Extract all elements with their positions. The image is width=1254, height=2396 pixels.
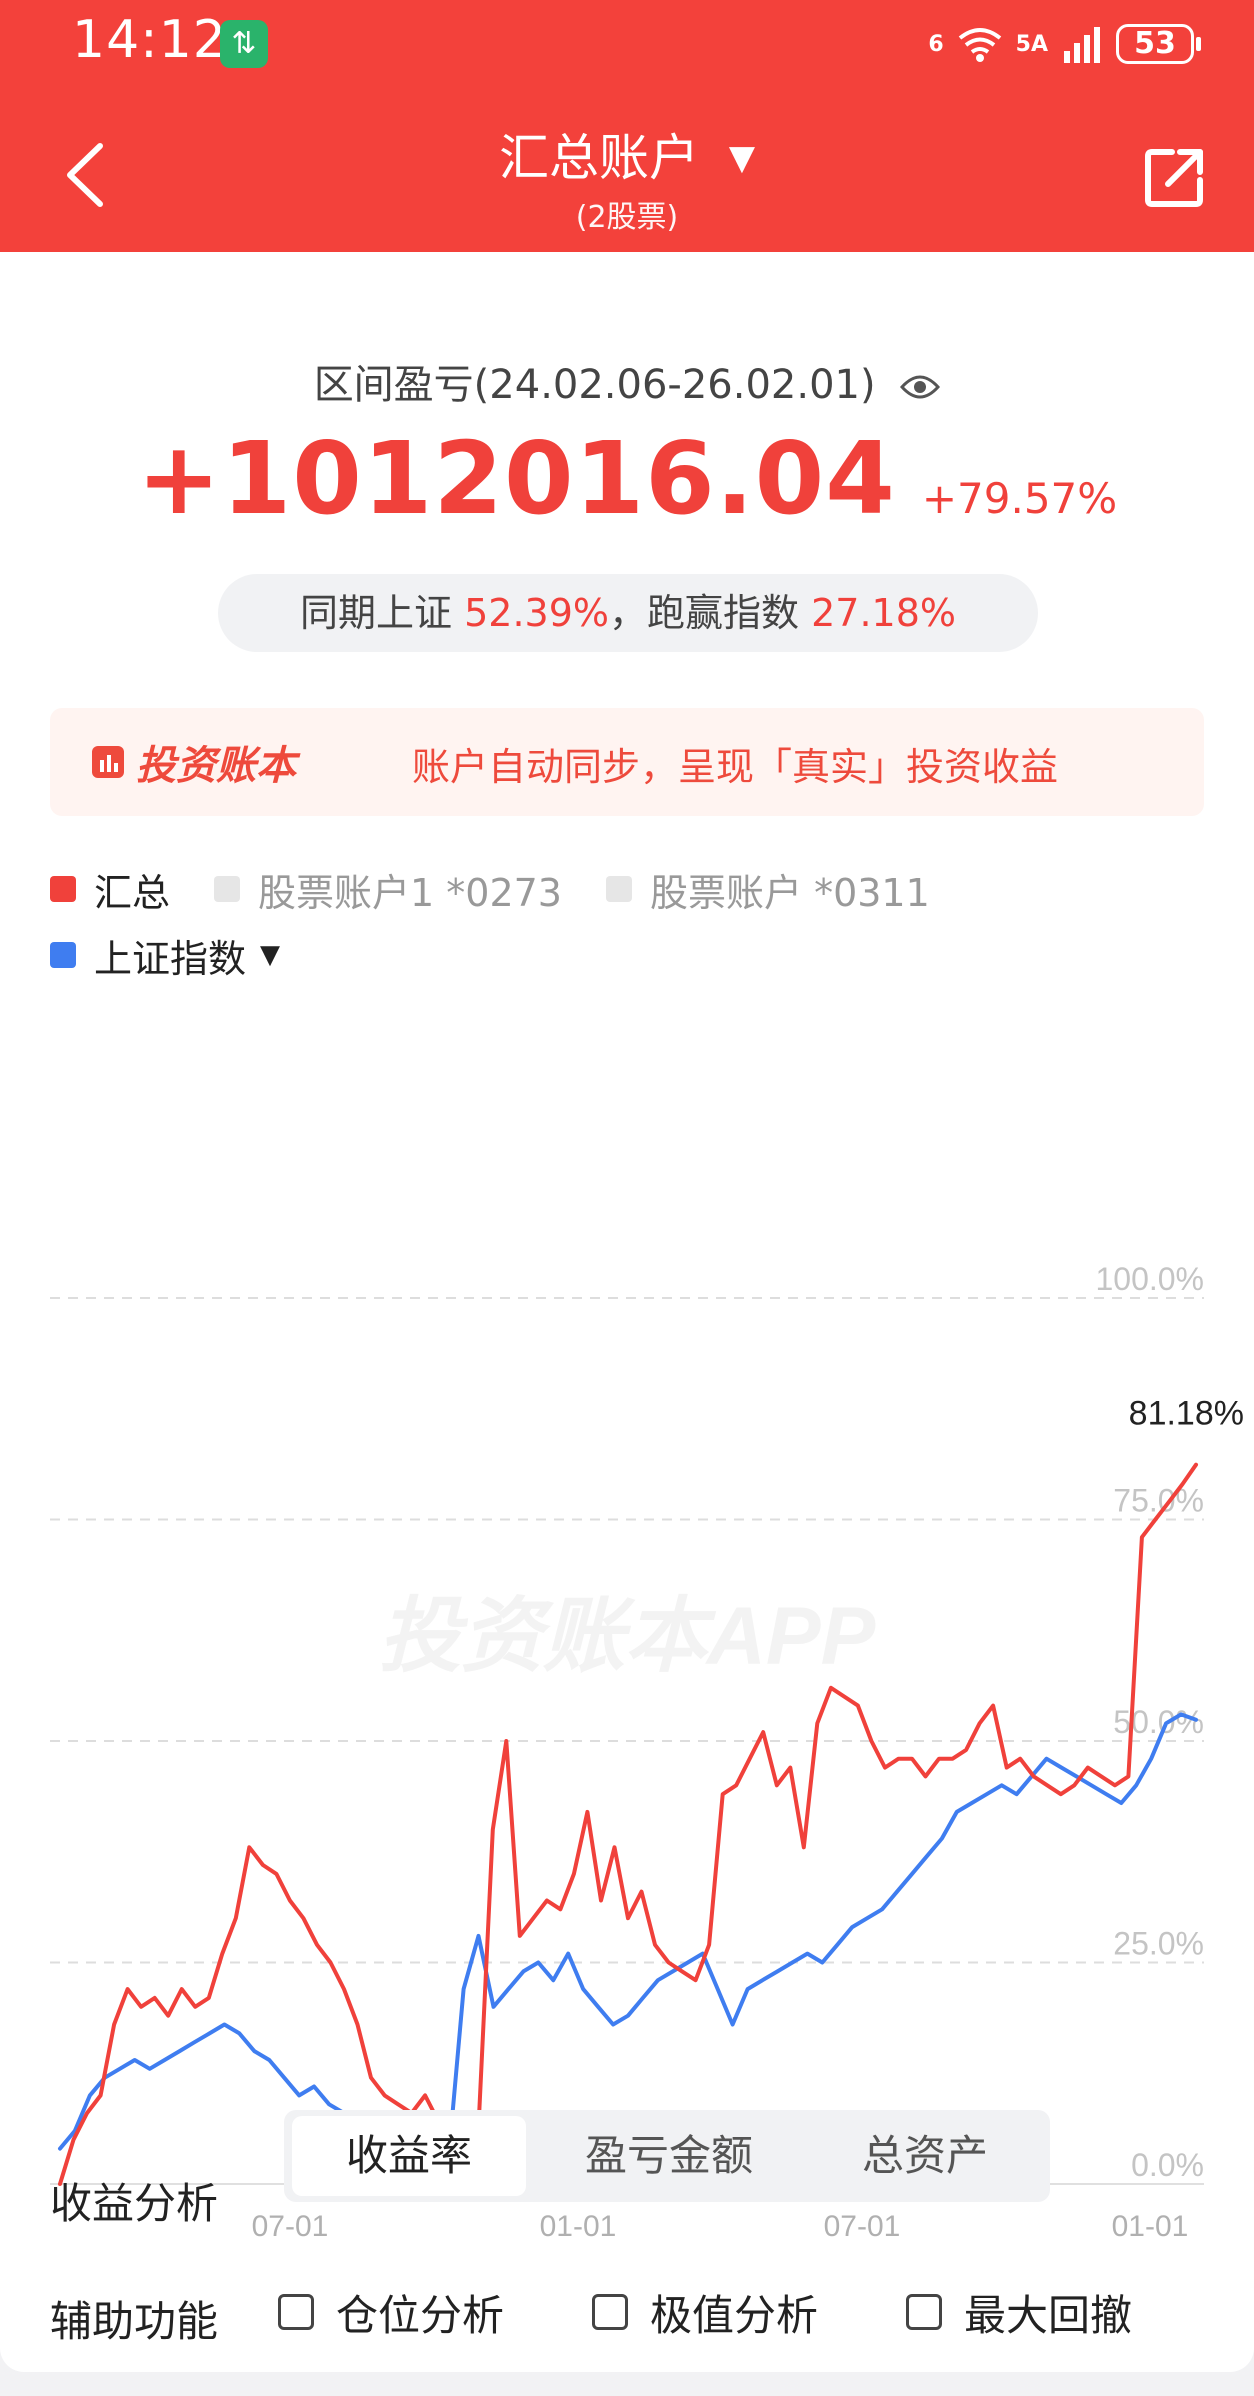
signal-label: 5A bbox=[1015, 31, 1048, 57]
aux-option-label: 极值分析 bbox=[650, 2290, 819, 2340]
checkbox[interactable] bbox=[278, 2294, 314, 2330]
aux-extreme-analysis[interactable]: 极值分析 bbox=[592, 2282, 818, 2342]
index-return: 52.39% bbox=[464, 591, 609, 635]
legend-summary[interactable]: 汇总 bbox=[50, 862, 170, 917]
aux-max-drawdown[interactable]: 最大回撤 bbox=[906, 2282, 1132, 2342]
profit-percent: +79.57% bbox=[921, 474, 1118, 523]
legend-index-label: 上证指数 bbox=[94, 936, 247, 981]
x-tick-label: 07-01 bbox=[824, 2210, 901, 2243]
return-chart[interactable]: 100.0%75.0%50.0%25.0%0.0%07-01 01-01 07-01… bbox=[0, 1002, 1254, 2302]
banner-text: 账户自动同步，呈现「真实」投资收益 bbox=[412, 745, 1059, 789]
y-tick-label: 100.0% bbox=[1095, 1261, 1204, 1297]
page-title: 汇总账户 bbox=[498, 129, 699, 187]
legend-account-1-label: 股票账户1 *0273 bbox=[258, 870, 562, 915]
legend-row-2: 上证指数 ▼ bbox=[50, 928, 324, 982]
legend-row-1: 汇总 股票账户1 *0273 股票账户 *0311 bbox=[50, 862, 974, 916]
legend-swatch-gray bbox=[605, 876, 632, 902]
tab-total-assets[interactable]: 总资产 bbox=[861, 2131, 988, 2180]
banner-logo: 投资账本 bbox=[88, 734, 296, 790]
aux-option-label: 最大回撤 bbox=[964, 2290, 1133, 2340]
eye-icon[interactable] bbox=[900, 373, 941, 401]
status-icons: 6 5A 53 bbox=[928, 16, 1201, 72]
account-switcher[interactable]: 汇总账户 ▼ bbox=[0, 118, 1254, 190]
app-header: 14:12 ⇅ 6 5A 53 汇总账户 ▼ (2股票) bbox=[0, 0, 1254, 252]
dropdown-triangle-icon: ▼ bbox=[728, 138, 756, 178]
beat-index-value: 27.18% bbox=[811, 591, 957, 635]
legend-summary-label: 汇总 bbox=[94, 870, 171, 915]
y-tick-label: 0.0% bbox=[1131, 2147, 1204, 2183]
x-tick-label: 01-01 bbox=[540, 2210, 617, 2243]
signal-icon bbox=[1064, 27, 1100, 63]
aux-label: 辅助功能 bbox=[50, 2297, 219, 2346]
legend-account-2-label: 股票账户 *0311 bbox=[649, 870, 930, 915]
status-bar: 14:12 ⇅ 6 5A 53 bbox=[0, 0, 1254, 84]
legend-swatch-blue bbox=[50, 942, 76, 968]
index-comparison: 同期上证 52.39%，跑赢指数 27.18% bbox=[218, 574, 1038, 652]
legend-index[interactable]: 上证指数 ▼ bbox=[50, 928, 280, 983]
profit-amount: +1012016.04 bbox=[136, 420, 896, 537]
aux-option-label: 仓位分析 bbox=[336, 2290, 505, 2340]
profit-range: 区间盈亏(24.02.06-26.02.01) bbox=[0, 352, 1254, 410]
analysis-label: 收益分析 bbox=[50, 2179, 219, 2228]
aux-position-analysis[interactable]: 仓位分析 bbox=[278, 2282, 504, 2342]
analysis-tabs: 收益率 盈亏金额 总资产 bbox=[284, 2110, 1050, 2202]
y-tick-label: 25.0% bbox=[1113, 1926, 1204, 1962]
wifi-label: 6 bbox=[928, 31, 944, 57]
range-label: 区间盈亏(24.02.06-26.02.01) bbox=[313, 362, 876, 408]
wifi-icon bbox=[958, 28, 1001, 62]
status-time: 14:12 bbox=[72, 10, 227, 70]
legend-swatch-gray bbox=[214, 876, 241, 902]
profit-display: +1012016.04 +79.57% bbox=[0, 420, 1254, 537]
tab-pnl-amount[interactable]: 盈亏金额 bbox=[584, 2131, 753, 2180]
tab-return-rate[interactable]: 收益率 bbox=[292, 2116, 526, 2196]
y-tick-label: 50.0% bbox=[1113, 1704, 1204, 1740]
checkbox[interactable] bbox=[592, 2294, 628, 2330]
end-value-label: 81.18% bbox=[1129, 1395, 1244, 1433]
compare-mid: ，跑赢指数 bbox=[609, 591, 800, 635]
banner-logo-text: 投资账本 bbox=[136, 743, 296, 789]
compare-prefix: 同期上证 bbox=[299, 591, 452, 635]
x-tick-label: 01-01 bbox=[1112, 2210, 1189, 2243]
promo-banner[interactable]: 投资账本 账户自动同步，呈现「真实」投资收益 bbox=[50, 708, 1204, 816]
page-subtitle: (2股票) bbox=[575, 200, 679, 235]
battery-indicator: 53 bbox=[1116, 24, 1201, 64]
chart-watermark: 投资账本APP bbox=[379, 1591, 876, 1682]
x-tick-label: 07-01 bbox=[252, 2210, 329, 2243]
series-line-summary bbox=[58, 1462, 1198, 2186]
checkbox[interactable] bbox=[906, 2294, 942, 2330]
network-indicator-icon: ⇅ bbox=[220, 20, 268, 68]
main-card: 区间盈亏(24.02.06-26.02.01) +1012016.04 +79.5… bbox=[0, 252, 1254, 2372]
dropdown-triangle-icon: ▼ bbox=[260, 940, 281, 970]
ledger-logo-icon bbox=[92, 746, 124, 778]
legend-swatch-red bbox=[50, 876, 76, 902]
back-arrow-icon[interactable] bbox=[60, 140, 112, 210]
series-line-index bbox=[58, 1712, 1198, 2186]
legend-account-2[interactable]: 股票账户 *0311 bbox=[605, 862, 930, 917]
legend-account-1[interactable]: 股票账户1 *0273 bbox=[214, 862, 562, 917]
share-icon[interactable] bbox=[1144, 146, 1206, 208]
